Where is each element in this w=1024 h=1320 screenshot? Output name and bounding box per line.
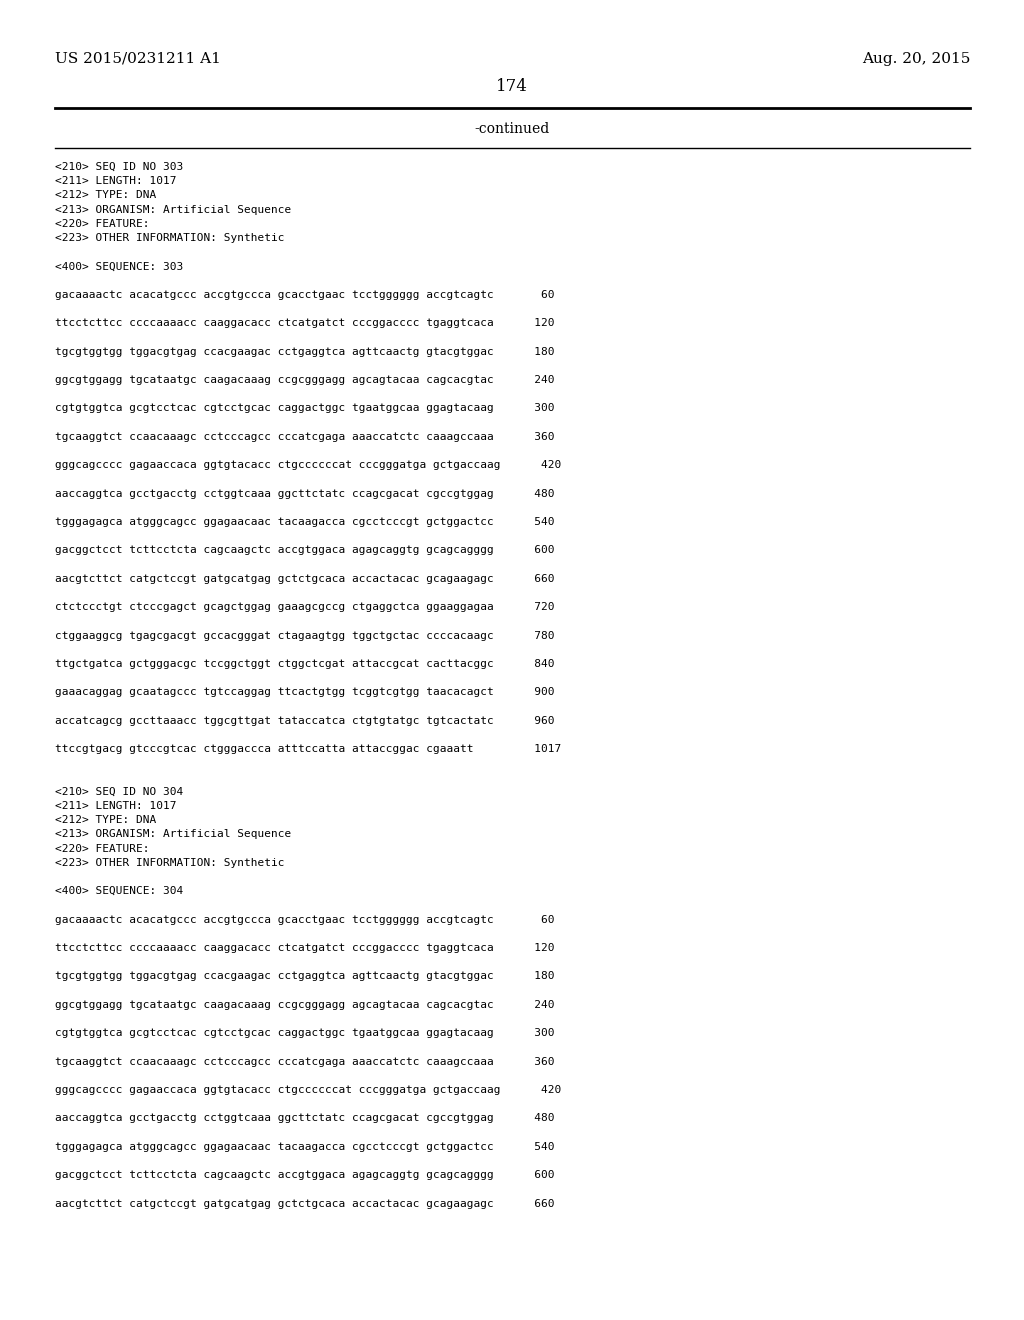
- Text: cgtgtggtca gcgtcctcac cgtcctgcac caggactggc tgaatggcaa ggagtacaag      300: cgtgtggtca gcgtcctcac cgtcctgcac caggact…: [55, 1028, 555, 1039]
- Text: gggcagcccc gagaaccaca ggtgtacacc ctgccccccat cccgggatga gctgaccaag      420: gggcagcccc gagaaccaca ggtgtacacc ctgcccc…: [55, 461, 561, 470]
- Text: <223> OTHER INFORMATION: Synthetic: <223> OTHER INFORMATION: Synthetic: [55, 234, 285, 243]
- Text: tgcaaggtct ccaacaaagc cctcccagcc cccatcgaga aaaccatctc caaagccaaa      360: tgcaaggtct ccaacaaagc cctcccagcc cccatcg…: [55, 1056, 555, 1067]
- Text: tgggagagca atgggcagcc ggagaacaac tacaagacca cgcctcccgt gctggactcc      540: tgggagagca atgggcagcc ggagaacaac tacaaga…: [55, 517, 555, 527]
- Text: gaaacaggag gcaatagccc tgtccaggag ttcactgtgg tcggtcgtgg taacacagct      900: gaaacaggag gcaatagccc tgtccaggag ttcactg…: [55, 688, 555, 697]
- Text: gacggctcct tcttcctcta cagcaagctc accgtggaca agagcaggtg gcagcagggg      600: gacggctcct tcttcctcta cagcaagctc accgtgg…: [55, 545, 555, 556]
- Text: <212> TYPE: DNA: <212> TYPE: DNA: [55, 190, 157, 201]
- Text: ctggaaggcg tgagcgacgt gccacgggat ctagaagtgg tggctgctac ccccacaagc      780: ctggaaggcg tgagcgacgt gccacgggat ctagaag…: [55, 631, 555, 640]
- Text: ggcgtggagg tgcataatgc caagacaaag ccgcgggagg agcagtacaa cagcacgtac      240: ggcgtggagg tgcataatgc caagacaaag ccgcggg…: [55, 375, 555, 385]
- Text: tgcgtggtgg tggacgtgag ccacgaagac cctgaggtca agttcaactg gtacgtggac      180: tgcgtggtgg tggacgtgag ccacgaagac cctgagg…: [55, 972, 555, 981]
- Text: ttcctcttcc ccccaaaacc caaggacacc ctcatgatct cccggacccc tgaggtcaca      120: ttcctcttcc ccccaaaacc caaggacacc ctcatga…: [55, 318, 555, 329]
- Text: <223> OTHER INFORMATION: Synthetic: <223> OTHER INFORMATION: Synthetic: [55, 858, 285, 867]
- Text: <213> ORGANISM: Artificial Sequence: <213> ORGANISM: Artificial Sequence: [55, 205, 291, 215]
- Text: ttccgtgacg gtcccgtcac ctgggaccca atttccatta attaccggac cgaaatt         1017: ttccgtgacg gtcccgtcac ctgggaccca atttcca…: [55, 744, 561, 754]
- Text: <400> SEQUENCE: 303: <400> SEQUENCE: 303: [55, 261, 183, 272]
- Text: gacaaaactc acacatgccc accgtgccca gcacctgaac tcctgggggg accgtcagtc       60: gacaaaactc acacatgccc accgtgccca gcacctg…: [55, 915, 555, 924]
- Text: <220> FEATURE:: <220> FEATURE:: [55, 843, 150, 854]
- Text: aacgtcttct catgctccgt gatgcatgag gctctgcaca accactacac gcagaagagc      660: aacgtcttct catgctccgt gatgcatgag gctctgc…: [55, 1199, 555, 1209]
- Text: <210> SEQ ID NO 304: <210> SEQ ID NO 304: [55, 787, 183, 797]
- Text: gggcagcccc gagaaccaca ggtgtacacc ctgccccccat cccgggatga gctgaccaag      420: gggcagcccc gagaaccaca ggtgtacacc ctgcccc…: [55, 1085, 561, 1096]
- Text: tgggagagca atgggcagcc ggagaacaac tacaagacca cgcctcccgt gctggactcc      540: tgggagagca atgggcagcc ggagaacaac tacaaga…: [55, 1142, 555, 1152]
- Text: <220> FEATURE:: <220> FEATURE:: [55, 219, 150, 228]
- Text: Aug. 20, 2015: Aug. 20, 2015: [861, 51, 970, 66]
- Text: <211> LENGTH: 1017: <211> LENGTH: 1017: [55, 176, 176, 186]
- Text: <213> ORGANISM: Artificial Sequence: <213> ORGANISM: Artificial Sequence: [55, 829, 291, 840]
- Text: <212> TYPE: DNA: <212> TYPE: DNA: [55, 816, 157, 825]
- Text: <211> LENGTH: 1017: <211> LENGTH: 1017: [55, 801, 176, 810]
- Text: 174: 174: [496, 78, 528, 95]
- Text: US 2015/0231211 A1: US 2015/0231211 A1: [55, 51, 221, 66]
- Text: cgtgtggtca gcgtcctcac cgtcctgcac caggactggc tgaatggcaa ggagtacaag      300: cgtgtggtca gcgtcctcac cgtcctgcac caggact…: [55, 404, 555, 413]
- Text: gacaaaactc acacatgccc accgtgccca gcacctgaac tcctgggggg accgtcagtc       60: gacaaaactc acacatgccc accgtgccca gcacctg…: [55, 290, 555, 300]
- Text: tgcaaggtct ccaacaaagc cctcccagcc cccatcgaga aaaccatctc caaagccaaa      360: tgcaaggtct ccaacaaagc cctcccagcc cccatcg…: [55, 432, 555, 442]
- Text: ttcctcttcc ccccaaaacc caaggacacc ctcatgatct cccggacccc tgaggtcaca      120: ttcctcttcc ccccaaaacc caaggacacc ctcatga…: [55, 942, 555, 953]
- Text: aaccaggtca gcctgacctg cctggtcaaa ggcttctatc ccagcgacat cgccgtggag      480: aaccaggtca gcctgacctg cctggtcaaa ggcttct…: [55, 488, 555, 499]
- Text: aaccaggtca gcctgacctg cctggtcaaa ggcttctatc ccagcgacat cgccgtggag      480: aaccaggtca gcctgacctg cctggtcaaa ggcttct…: [55, 1113, 555, 1123]
- Text: accatcagcg gccttaaacc tggcgttgat tataccatca ctgtgtatgc tgtcactatc      960: accatcagcg gccttaaacc tggcgttgat tatacca…: [55, 715, 555, 726]
- Text: gacggctcct tcttcctcta cagcaagctc accgtggaca agagcaggtg gcagcagggg      600: gacggctcct tcttcctcta cagcaagctc accgtgg…: [55, 1171, 555, 1180]
- Text: ctctccctgt ctcccgagct gcagctggag gaaagcgccg ctgaggctca ggaaggagaa      720: ctctccctgt ctcccgagct gcagctggag gaaagcg…: [55, 602, 555, 612]
- Text: -continued: -continued: [474, 121, 550, 136]
- Text: <210> SEQ ID NO 303: <210> SEQ ID NO 303: [55, 162, 183, 172]
- Text: aacgtcttct catgctccgt gatgcatgag gctctgcaca accactacac gcagaagagc      660: aacgtcttct catgctccgt gatgcatgag gctctgc…: [55, 574, 555, 583]
- Text: ttgctgatca gctgggacgc tccggctggt ctggctcgat attaccgcat cacttacggc      840: ttgctgatca gctgggacgc tccggctggt ctggctc…: [55, 659, 555, 669]
- Text: <400> SEQUENCE: 304: <400> SEQUENCE: 304: [55, 886, 183, 896]
- Text: tgcgtggtgg tggacgtgag ccacgaagac cctgaggtca agttcaactg gtacgtggac      180: tgcgtggtgg tggacgtgag ccacgaagac cctgagg…: [55, 347, 555, 356]
- Text: ggcgtggagg tgcataatgc caagacaaag ccgcgggagg agcagtacaa cagcacgtac      240: ggcgtggagg tgcataatgc caagacaaag ccgcggg…: [55, 999, 555, 1010]
